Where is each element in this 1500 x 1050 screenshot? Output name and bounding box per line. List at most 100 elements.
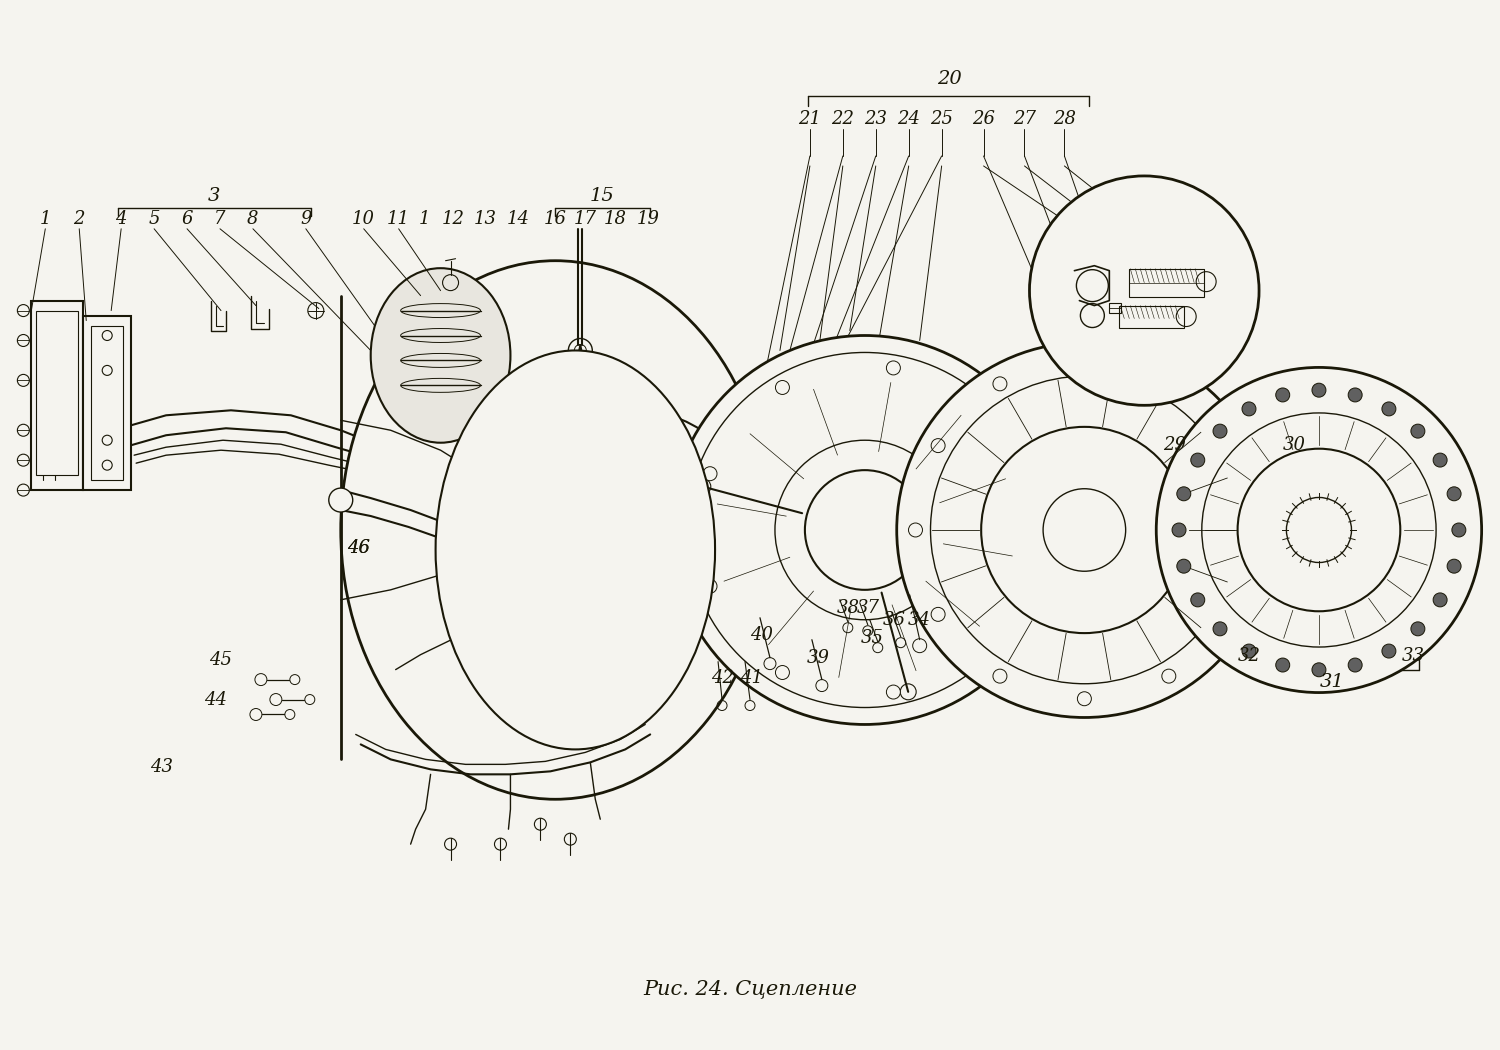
Circle shape xyxy=(930,376,1239,684)
Text: 3: 3 xyxy=(209,187,220,205)
Circle shape xyxy=(909,523,922,537)
Circle shape xyxy=(704,580,717,593)
Text: 8: 8 xyxy=(248,210,258,228)
Ellipse shape xyxy=(471,625,570,694)
Circle shape xyxy=(1202,413,1436,647)
Text: 45: 45 xyxy=(210,651,232,669)
Circle shape xyxy=(1348,387,1362,402)
Circle shape xyxy=(932,439,945,453)
Circle shape xyxy=(1382,402,1396,416)
Circle shape xyxy=(1191,593,1204,607)
Text: 10: 10 xyxy=(352,210,375,228)
Circle shape xyxy=(1029,176,1258,405)
Circle shape xyxy=(1246,523,1260,537)
Circle shape xyxy=(670,336,1059,724)
Circle shape xyxy=(1162,377,1176,391)
Circle shape xyxy=(1348,658,1362,672)
Circle shape xyxy=(993,669,1006,684)
Text: 41: 41 xyxy=(741,669,764,687)
Text: 24: 24 xyxy=(897,110,920,128)
Text: 28: 28 xyxy=(1053,110,1076,128)
Text: 29: 29 xyxy=(1162,436,1185,455)
Text: 5: 5 xyxy=(148,210,160,228)
Circle shape xyxy=(776,666,789,679)
Bar xyxy=(1130,269,1204,282)
Circle shape xyxy=(981,427,1188,633)
Circle shape xyxy=(1448,487,1461,501)
Circle shape xyxy=(897,342,1272,717)
Text: 27: 27 xyxy=(1013,110,1036,128)
Text: 42: 42 xyxy=(711,669,734,687)
Text: 18: 18 xyxy=(603,210,627,228)
Circle shape xyxy=(1275,658,1290,672)
Circle shape xyxy=(886,361,900,375)
Circle shape xyxy=(1432,593,1448,607)
Text: 44: 44 xyxy=(204,691,228,709)
Circle shape xyxy=(1077,692,1092,706)
Text: 19: 19 xyxy=(636,210,660,228)
Text: 34: 34 xyxy=(908,611,932,629)
Text: DIV-AUTO.RU: DIV-AUTO.RU xyxy=(424,486,1016,564)
Text: 40: 40 xyxy=(750,626,774,644)
Circle shape xyxy=(886,685,900,699)
Text: Рис. 24. Сцепление: Рис. 24. Сцепление xyxy=(644,980,856,999)
Circle shape xyxy=(1172,523,1186,537)
Circle shape xyxy=(1242,402,1256,416)
Text: 1: 1 xyxy=(39,210,51,228)
Text: 11: 11 xyxy=(387,210,410,228)
Circle shape xyxy=(1412,424,1425,438)
Circle shape xyxy=(1023,523,1036,537)
Text: 21: 21 xyxy=(798,110,822,128)
Text: 13: 13 xyxy=(474,210,496,228)
Circle shape xyxy=(1238,448,1401,611)
Circle shape xyxy=(1242,644,1256,658)
Text: 39: 39 xyxy=(807,649,830,667)
Bar xyxy=(1130,269,1204,296)
Bar xyxy=(32,300,83,490)
Circle shape xyxy=(1382,644,1396,658)
Text: 17: 17 xyxy=(574,210,597,228)
Circle shape xyxy=(932,607,945,622)
Circle shape xyxy=(984,629,998,643)
Circle shape xyxy=(687,353,1042,708)
Text: 14: 14 xyxy=(507,210,530,228)
Text: 33: 33 xyxy=(1402,647,1425,665)
Circle shape xyxy=(1178,487,1191,501)
Circle shape xyxy=(993,377,1006,391)
Text: 38: 38 xyxy=(837,598,860,616)
Text: 46: 46 xyxy=(346,539,370,556)
Text: 43: 43 xyxy=(150,758,172,776)
Text: 32: 32 xyxy=(1238,647,1260,665)
Circle shape xyxy=(1178,560,1191,573)
Circle shape xyxy=(1042,488,1125,571)
Text: 20: 20 xyxy=(938,70,962,88)
Circle shape xyxy=(328,488,352,512)
Circle shape xyxy=(1214,622,1227,636)
Text: 26: 26 xyxy=(972,110,994,128)
Circle shape xyxy=(1224,439,1238,453)
Circle shape xyxy=(1275,387,1290,402)
Text: 6: 6 xyxy=(182,210,194,228)
Bar xyxy=(82,316,130,490)
Circle shape xyxy=(984,417,998,432)
Ellipse shape xyxy=(340,260,770,799)
Text: 15: 15 xyxy=(590,187,615,205)
Text: 1: 1 xyxy=(419,210,430,228)
Text: 46: 46 xyxy=(346,539,370,556)
Text: 16: 16 xyxy=(544,210,567,228)
Text: 12: 12 xyxy=(442,210,465,228)
Text: 7: 7 xyxy=(214,210,225,228)
Bar xyxy=(1119,306,1184,328)
Text: 37: 37 xyxy=(856,598,879,616)
Circle shape xyxy=(516,411,754,650)
Circle shape xyxy=(1448,560,1461,573)
Ellipse shape xyxy=(370,268,510,443)
Text: 4: 4 xyxy=(116,210,128,228)
Circle shape xyxy=(704,466,717,481)
Circle shape xyxy=(1432,454,1448,467)
Circle shape xyxy=(1077,354,1092,369)
Circle shape xyxy=(1412,622,1425,636)
Bar xyxy=(92,326,123,480)
Ellipse shape xyxy=(580,552,660,607)
Circle shape xyxy=(1214,424,1227,438)
